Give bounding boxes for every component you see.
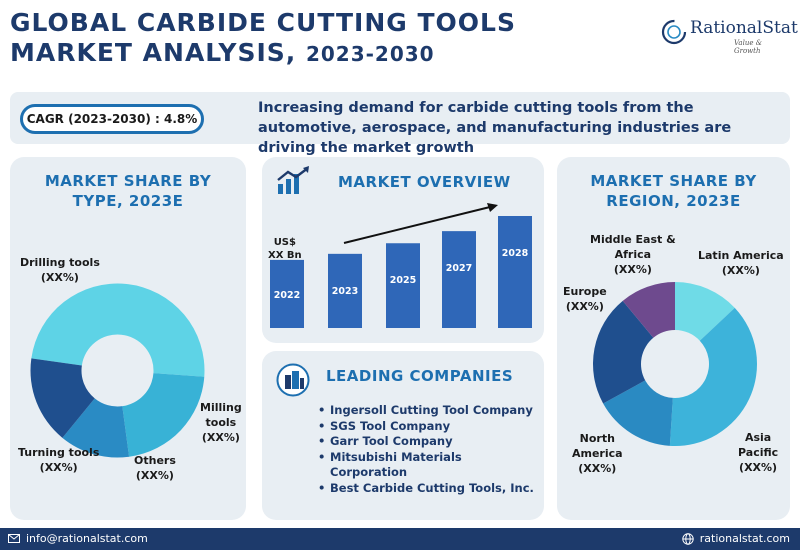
bar-label-2027: 2027 bbox=[446, 263, 472, 274]
bar-label-2028: 2028 bbox=[502, 248, 529, 259]
label-north-america: North America (XX%) bbox=[572, 431, 623, 476]
donut-slice-latin-america bbox=[675, 282, 735, 341]
donut-slice-asia-pacific bbox=[669, 307, 757, 446]
type-title-line-1: MARKET SHARE BY bbox=[44, 172, 212, 190]
banner-text: Increasing demand for carbide cutting to… bbox=[258, 100, 732, 156]
label-asia-pacific: Asia Pacific (XX%) bbox=[738, 430, 778, 475]
overview-unit-label: US$ XX Bn bbox=[268, 236, 302, 262]
bar-2025 bbox=[386, 243, 420, 328]
company-item: Garr Tool Company bbox=[318, 434, 542, 450]
donut-slice-middle-east-africa bbox=[622, 282, 675, 338]
label-europe-value: (XX%) bbox=[565, 300, 604, 313]
label-latam-value: (XX%) bbox=[721, 264, 760, 277]
label-europe: Europe (XX%) bbox=[563, 284, 607, 314]
bar-2028 bbox=[498, 216, 532, 328]
logo-tagline: Value & Growth bbox=[734, 39, 762, 55]
companies-panel-title: LEADING COMPANIES bbox=[326, 367, 514, 385]
region-title-line-1: MARKET SHARE BY bbox=[590, 172, 757, 190]
footer-email-text: info@rationalstat.com bbox=[26, 532, 148, 545]
trend-arrow-head bbox=[487, 203, 498, 212]
title-line-1: GLOBAL CARBIDE CUTTING TOOLS bbox=[10, 8, 516, 37]
label-apac-value: (XX%) bbox=[739, 461, 778, 474]
title-line-2: MARKET ANALYSIS, 2023-2030 bbox=[10, 38, 516, 69]
label-turning-tools: Turning tools (XX%) bbox=[18, 445, 99, 475]
bar-label-2025: 2025 bbox=[390, 275, 416, 286]
donut-slice-milling-tools bbox=[122, 373, 205, 457]
bar-label-2022: 2022 bbox=[274, 290, 300, 301]
cagr-badge: CAGR (2023-2030) : 4.8% bbox=[20, 104, 204, 134]
label-milling-tools: Milling tools (XX%) bbox=[200, 400, 242, 445]
label-milling-name-2: tools bbox=[205, 416, 237, 429]
label-mea-value: (XX%) bbox=[613, 263, 652, 276]
trend-arrow-line bbox=[343, 206, 491, 244]
label-mea-name: Middle East & bbox=[590, 233, 676, 246]
buildings-icon bbox=[276, 363, 310, 397]
label-turning-name: Turning tools bbox=[18, 446, 100, 459]
donut-slice-north-america bbox=[603, 380, 673, 446]
bar-label-2023: 2023 bbox=[332, 286, 358, 297]
cagr-banner: CAGR (2023-2030) : 4.8% Increasing deman… bbox=[10, 92, 790, 156]
label-others-name: Others bbox=[134, 454, 176, 467]
company-item: Ingersoll Cutting Tool Company bbox=[318, 403, 542, 419]
company-item: Mitsubishi Materials Corporation bbox=[318, 450, 542, 481]
bar-2022 bbox=[270, 259, 304, 328]
label-middle-east-africa: Middle East & Africa (XX%) bbox=[590, 232, 676, 277]
mail-icon bbox=[8, 534, 20, 543]
label-turning-value: (XX%) bbox=[39, 461, 78, 474]
donut-slice-drilling-tools bbox=[31, 283, 205, 377]
label-others-value: (XX%) bbox=[135, 469, 174, 482]
label-latin-america: Latin America (XX%) bbox=[698, 248, 784, 278]
label-others: Others (XX%) bbox=[134, 453, 176, 483]
logo-ring-icon bbox=[661, 19, 687, 45]
title-line-2-main: MARKET ANALYSIS, bbox=[10, 38, 306, 67]
label-mea-name-2: Africa bbox=[614, 248, 652, 261]
label-milling-value: (XX%) bbox=[201, 431, 240, 444]
region-panel-title: MARKET SHARE BY REGION, 2023E bbox=[557, 171, 790, 211]
label-milling-name: Milling bbox=[200, 401, 242, 414]
bar-2023 bbox=[328, 253, 362, 328]
company-item: SGS Tool Company bbox=[318, 419, 542, 435]
growth-chart-icon bbox=[277, 166, 309, 194]
label-na-value: (XX%) bbox=[578, 462, 617, 475]
region-donut-chart bbox=[593, 282, 757, 446]
rationalstat-logo: RationalStat Value & Growth bbox=[660, 16, 798, 55]
type-panel-title: MARKET SHARE BY TYPE, 2023E bbox=[10, 171, 246, 211]
footer-website-text: rationalstat.com bbox=[699, 532, 790, 545]
donut-slice-turning-tools bbox=[30, 358, 95, 438]
unit-label-line-2: XX Bn bbox=[268, 250, 302, 261]
type-donut-chart bbox=[30, 283, 205, 458]
type-title-line-2: TYPE, 2023E bbox=[72, 192, 184, 210]
bar-2027 bbox=[442, 231, 476, 328]
page-title: GLOBAL CARBIDE CUTTING TOOLS MARKET ANAL… bbox=[10, 8, 516, 69]
label-apac-name: Asia bbox=[744, 431, 772, 444]
footer-email[interactable]: info@rationalstat.com bbox=[8, 532, 148, 545]
donut-slice-europe bbox=[593, 300, 654, 404]
label-na-name-2: America bbox=[572, 447, 623, 460]
label-latam-name: Latin America bbox=[698, 249, 784, 262]
companies-list: Ingersoll Cutting Tool Company SGS Tool … bbox=[318, 403, 542, 496]
label-drilling-tools: Drilling tools (XX%) bbox=[20, 255, 100, 285]
logo-name: RationalStat bbox=[690, 18, 798, 38]
title-years: 2023-2030 bbox=[305, 42, 435, 66]
label-apac-name-2: Pacific bbox=[738, 446, 779, 459]
donut-slice-others bbox=[62, 398, 130, 458]
label-drilling-name: Drilling tools bbox=[20, 256, 100, 269]
footer-website[interactable]: rationalstat.com bbox=[682, 532, 790, 545]
label-na-name: North bbox=[579, 432, 615, 445]
label-drilling-value: (XX%) bbox=[40, 271, 79, 284]
footer-bar: info@rationalstat.com rationalstat.com bbox=[0, 528, 800, 550]
overview-panel-title: MARKET OVERVIEW bbox=[338, 173, 511, 191]
globe-icon bbox=[682, 532, 694, 545]
company-item: Best Carbide Cutting Tools, Inc. bbox=[318, 481, 542, 497]
unit-label-line-1: US$ bbox=[273, 237, 296, 248]
label-europe-name: Europe bbox=[563, 285, 607, 298]
market-overview-bar-chart: 2022 2023 2025 2027 2028 bbox=[270, 203, 532, 328]
region-title-line-2: REGION, 2023E bbox=[606, 192, 741, 210]
